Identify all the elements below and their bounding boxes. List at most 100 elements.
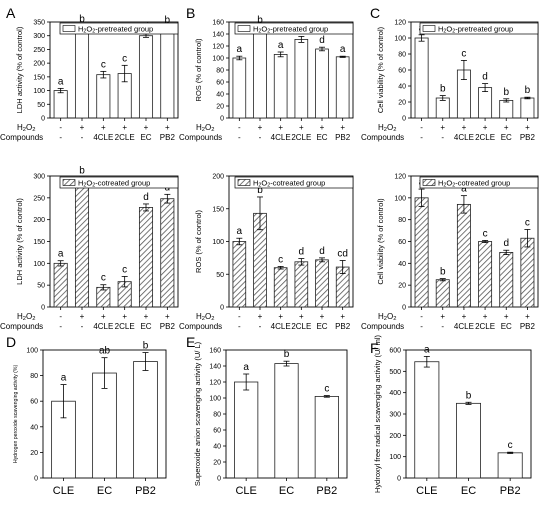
y-tick-label: 120	[394, 20, 406, 27]
y-tick-label: 40	[213, 444, 221, 451]
bar	[499, 100, 514, 119]
bar	[273, 267, 288, 308]
h2o2-value: +	[504, 312, 509, 321]
y-axis-label: Cell viability (% of control)	[376, 198, 385, 285]
significance-label: c	[278, 254, 283, 265]
significance-label: c	[461, 48, 466, 59]
significance-label: b	[466, 390, 472, 401]
significance-label: b	[525, 85, 531, 96]
compound-label: -	[238, 322, 241, 331]
significance-label: b	[257, 185, 263, 196]
legend-box	[419, 176, 539, 189]
plot-frame	[228, 175, 354, 308]
significance-label: a	[237, 226, 243, 237]
legend-box	[234, 176, 354, 189]
bar	[133, 361, 158, 479]
y-tick-label: 20	[216, 104, 224, 111]
legend-box	[234, 22, 354, 35]
significance-label: a	[278, 40, 284, 51]
bar	[435, 97, 450, 119]
y-tick-label: 150	[33, 74, 45, 81]
significance-label: cd	[337, 248, 348, 259]
h2o2-value: -	[238, 312, 241, 321]
x-tick-label: PB2	[135, 485, 156, 497]
bar	[274, 363, 299, 479]
x-tick-label: PB2	[500, 485, 521, 497]
x-tick-label: CLE	[235, 485, 256, 497]
h2o2-value: +	[340, 312, 345, 321]
compound-label: 4CLE	[271, 133, 291, 142]
compound-label: EC	[140, 133, 151, 142]
y-tick-label: 160	[212, 20, 224, 27]
significance-label: c	[525, 217, 530, 228]
chart-panel-row2-5: 0 20 40 60 80 100 120 Cell viability (% of cont…	[361, 174, 539, 331]
bar	[414, 361, 440, 479]
compound-label: EC	[316, 133, 327, 142]
compound-label: 4CLE	[454, 322, 474, 331]
h2o2-value: +	[165, 312, 170, 321]
y-tick-label: 40	[398, 84, 406, 91]
significance-label: d	[319, 246, 325, 257]
significance-label: a	[340, 44, 346, 55]
h2o2-value: +	[440, 123, 445, 132]
h2o2-value: +	[80, 123, 85, 132]
y-tick-label: 120	[212, 44, 224, 51]
significance-label: ab	[99, 346, 111, 357]
x-tick-label: EC	[97, 485, 112, 497]
y-tick-label: 100	[33, 88, 45, 95]
h2o2-row-label: H2O2	[378, 123, 396, 133]
bar	[53, 262, 68, 308]
y-tick-label: 60	[30, 399, 38, 406]
compounds-row-label: Compounds	[0, 322, 43, 331]
legend-label: H2O2-pretreated group	[78, 25, 153, 35]
y-tick-label: 350	[33, 20, 45, 27]
y-tick-label: 0	[220, 305, 224, 312]
y-tick-label: 300	[389, 412, 401, 419]
chart-panel-f: F 0 100 200 300 400 500 600 Hydroxyl free radica…	[370, 335, 532, 497]
bar	[414, 37, 429, 119]
compound-label: -	[238, 133, 241, 142]
y-tick-label: 100	[209, 396, 221, 403]
chart-panel-d: D 0 20 40 60 80 100 Hydrogen peroxide scavengin…	[6, 334, 167, 497]
legend-swatch	[422, 179, 436, 186]
bar	[273, 54, 288, 119]
y-tick-label: 20	[30, 450, 38, 457]
significance-label: d	[143, 192, 149, 203]
h2o2-value: +	[320, 123, 325, 132]
compound-label: EC	[501, 322, 512, 331]
y-tick-label: 600	[389, 348, 401, 355]
legend-label: H2O2-cotreated group	[253, 179, 325, 189]
significance-label: a	[424, 344, 430, 355]
chart-panel-row2-3: 0 50 100 150 200 250 300 LDH activity (% of con…	[0, 165, 179, 331]
h2o2-row-label: H2O2	[196, 312, 214, 322]
y-tick-label: 40	[398, 261, 406, 268]
bar	[53, 90, 68, 119]
y-tick-label: 0	[41, 305, 45, 312]
compound-label: 4CLE	[93, 133, 113, 142]
compound-label: PB2	[160, 133, 176, 142]
significance-label: b	[165, 15, 171, 26]
y-axis-label: LDH activity (% of control)	[15, 26, 24, 113]
h2o2-value: +	[165, 123, 170, 132]
bar	[234, 381, 259, 479]
significance-label: c	[483, 228, 488, 239]
panel-letter: D	[6, 334, 16, 350]
y-axis-label: Hydrogen peroxide scavenging activity (%…	[13, 365, 19, 464]
y-tick-label: 160	[209, 348, 221, 355]
bar	[294, 261, 309, 308]
y-tick-label: 300	[33, 33, 45, 40]
plot-frame	[410, 175, 539, 308]
bar	[520, 237, 535, 308]
y-tick-label: 100	[33, 261, 45, 268]
bar	[315, 259, 329, 308]
bar	[253, 28, 267, 119]
legend-label: H2O2-pretreated group	[438, 25, 513, 35]
h2o2-value: +	[525, 312, 530, 321]
y-tick-label: 20	[398, 100, 406, 107]
bar	[96, 74, 111, 119]
bar	[232, 57, 247, 119]
y-tick-label: 100	[212, 56, 224, 63]
y-tick-label: 0	[402, 116, 406, 123]
